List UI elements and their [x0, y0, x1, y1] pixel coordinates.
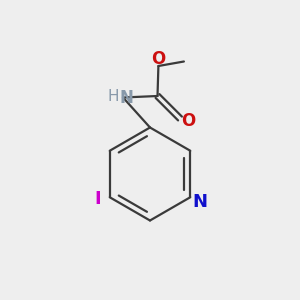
Text: N: N	[193, 193, 208, 211]
Text: H: H	[108, 89, 119, 104]
Text: I: I	[94, 190, 101, 208]
Text: O: O	[151, 50, 166, 68]
Text: O: O	[181, 112, 196, 130]
Text: N: N	[119, 88, 133, 106]
